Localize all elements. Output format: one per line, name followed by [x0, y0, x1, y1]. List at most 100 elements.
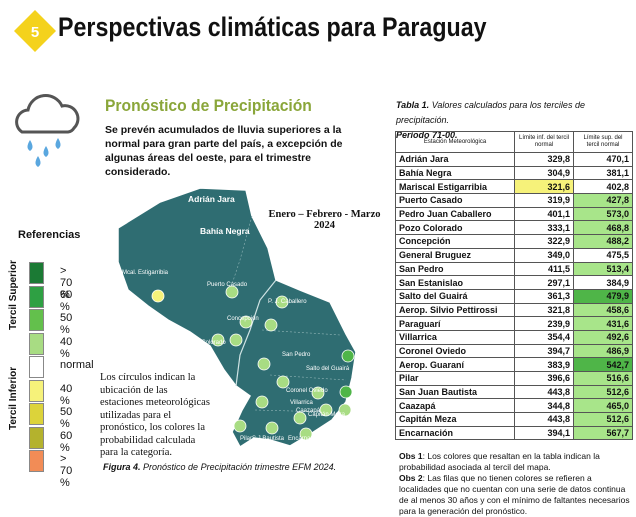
badge-number: 5: [31, 24, 39, 41]
table-row: Coronel Oviedo 394,7 486,9: [395, 343, 633, 359]
table-cell: 567,7: [573, 425, 633, 441]
table-row: Pozo Colorado 333,1 468,8: [395, 220, 633, 236]
table-cell: 239,9: [514, 316, 574, 331]
legend-label: 60 %: [60, 429, 73, 454]
table-row: Villarrica 354,4 492,6: [395, 329, 633, 345]
legend-swatch: [29, 285, 44, 308]
legend-swatch: [29, 262, 44, 284]
table-cell: 321,6: [514, 179, 574, 195]
table-cell: 322,9: [514, 234, 574, 249]
table-cell: 394,1: [514, 425, 574, 441]
map-label: Coronel Oviedo: [286, 388, 328, 394]
table-row: Puerto Casado 319,9 427,8: [395, 193, 633, 208]
table-cell: Pilar: [395, 371, 515, 386]
table-cell: 443,8: [514, 384, 574, 400]
map-label: Capitán Meza: [308, 412, 346, 418]
legend-label: > 70 %: [60, 453, 73, 489]
legend-label: 50 %: [60, 312, 73, 336]
table-cell: 401,1: [514, 206, 574, 222]
table-cell: 465,0: [573, 398, 633, 414]
table-row: Bahía Negra 304,9 381,1: [395, 165, 633, 181]
table-cell: San Estanislao: [395, 275, 515, 290]
table-cell: 470,1: [573, 152, 633, 167]
table-cell: 479,9: [573, 288, 633, 304]
map-label: Pozo Colorado: [186, 340, 226, 346]
legend-label: 60 %: [60, 288, 73, 313]
table-row: Mariscal Estigarribia 321,6 402,8: [395, 179, 633, 195]
table-cell: 396,6: [514, 371, 574, 386]
table-row: Caazapá 344,8 465,0: [395, 398, 633, 414]
table-cell: Caazapá: [395, 398, 515, 414]
map-label: Pilar: [240, 436, 252, 442]
table-cell: 394,7: [514, 343, 574, 359]
figure-text: Pronóstico de Precipitación trimestre EF…: [143, 462, 337, 472]
table-row: Pedro Juan Caballero 401,1 573,0: [395, 206, 633, 222]
table-cell: 513,4: [573, 261, 633, 277]
table-row: General Bruguez 349,0 475,5: [395, 247, 633, 263]
table-cell: 516,6: [573, 371, 633, 386]
legend-swatch: [29, 426, 44, 449]
table-row: Pilar 396,6 516,6: [395, 371, 633, 386]
table-cell: General Bruguez: [395, 247, 515, 263]
map-label: Bahía Negra: [200, 226, 250, 236]
legend-swatch: [29, 356, 44, 378]
table-cell: 319,9: [514, 193, 574, 208]
table-row: San Estanislao 297,1 384,9: [395, 275, 633, 290]
legend-swatch: [29, 309, 44, 331]
table-row: San Juan Bautista 443,8 512,6: [395, 384, 633, 400]
map-label: S.J.Bautista: [252, 436, 285, 442]
legend-lower: Tercil Inferior: [8, 366, 19, 430]
table-cell: 344,8: [514, 398, 574, 414]
table-cell: Adrián Jara: [395, 152, 515, 167]
map-label: Concepción: [227, 316, 259, 322]
map: Adrián Jara Bahía Negra Mcal. Estigarribia…: [117, 187, 357, 449]
table-cell: Encarnación: [395, 425, 515, 441]
legend-swatch: [29, 450, 44, 472]
table-cell: 458,6: [573, 302, 633, 318]
table-cell: 321,8: [514, 302, 574, 318]
map-label: Encarnación: [288, 436, 321, 442]
table-cell: 354,4: [514, 329, 574, 345]
table-cell: Capitán Meza: [395, 412, 515, 427]
map-note: Los círculos indican la ubicación de las…: [100, 372, 210, 458]
table-cell: 512,6: [573, 384, 633, 400]
table-cell: 304,9: [514, 165, 574, 181]
table-label: Tabla 1.: [396, 100, 430, 110]
header-row: Estación Meteorológica Límite inf. del te…: [395, 131, 633, 153]
column-header: Estación Meteorológica: [395, 131, 515, 153]
figure-label: Figura 4.: [103, 462, 141, 472]
column-header: Límite inf. del tercil normal: [514, 131, 574, 153]
table-row: Salto del Guairá 361,3 479,9: [395, 288, 633, 304]
note-label: Obs 2: [399, 473, 423, 483]
map-label: Mcal. Estigarribia: [122, 270, 169, 276]
table-cell: 492,6: [573, 329, 633, 345]
table-cell: Villarrica: [395, 329, 515, 345]
section-title: Pronóstico de Precipitación: [105, 96, 312, 115]
table-cell: Mariscal Estigarribia: [395, 179, 515, 195]
table-row: Concepción 322,9 488,2: [395, 234, 633, 249]
table-cell: Salto del Guairá: [395, 288, 515, 304]
table-cell: 349,0: [514, 247, 574, 263]
table-cell: Concepción: [395, 234, 515, 249]
legend-label: normal: [60, 359, 94, 371]
legend-label: > 70 %: [60, 265, 73, 301]
table-row: Aerop. Silvio Pettirossi 321,8 458,6: [395, 302, 633, 318]
table-row: Adrián Jara 329,8 470,1: [395, 152, 633, 167]
map-period: Enero – Febrero - Marzo 2024: [268, 209, 381, 231]
column-header: Límite sup. del tercil normal: [573, 131, 633, 153]
table-cell: Bahía Negra: [395, 165, 515, 181]
table-cell: 431,6: [573, 316, 633, 331]
map-label: Salto del Guairá: [306, 366, 350, 372]
legend-upper: Tercil Superior: [8, 260, 19, 330]
table-cell: Pedro Juan Caballero: [395, 206, 515, 222]
table-cell: 542,7: [573, 357, 633, 372]
map-label: Puerto Casado: [207, 282, 248, 288]
rain-icon: [15, 94, 80, 167]
table-cell: San Juan Bautista: [395, 384, 515, 400]
map-label: Adrián Jara: [188, 194, 235, 204]
intro-text: Se prevén acumulados de lluvia superiore…: [105, 124, 343, 178]
table-cell: San Pedro: [395, 261, 515, 277]
table-cell: Aerop. Guaraní: [395, 357, 515, 372]
table-cell: 468,8: [573, 220, 633, 236]
